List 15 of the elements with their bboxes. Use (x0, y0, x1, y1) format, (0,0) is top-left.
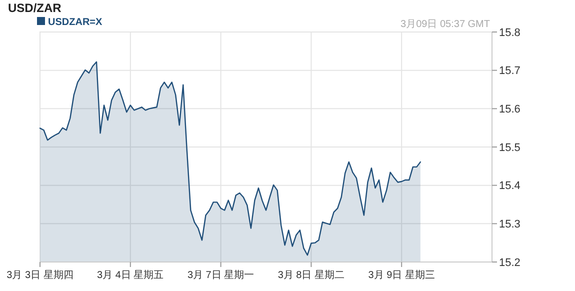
y-tick-label: 15.2 (499, 256, 520, 269)
y-tick-label: 15.7 (499, 65, 520, 78)
y-tick-label: 15.6 (499, 104, 520, 116)
x-tick-label: 3月 4日 星期五 (97, 269, 164, 281)
x-tick-label: 3月 9日 星期三 (368, 269, 435, 281)
y-tick-label: 15.5 (499, 142, 520, 154)
x-tick-label: 3月 7日 星期一 (187, 269, 254, 281)
y-tick-label: 15.8 (499, 26, 520, 39)
legend-label: USDZAR=X (48, 17, 103, 28)
y-tick-label: 15.4 (499, 180, 520, 192)
x-tick-label: 3月 8日 星期二 (278, 269, 345, 281)
x-tick-label: 3月 3日 星期四 (6, 269, 74, 281)
text: 3月09日 05:37 GMT (400, 19, 490, 30)
y-tick-label: 15.3 (499, 218, 520, 231)
chart-title: USD/ZAR (8, 1, 62, 15)
